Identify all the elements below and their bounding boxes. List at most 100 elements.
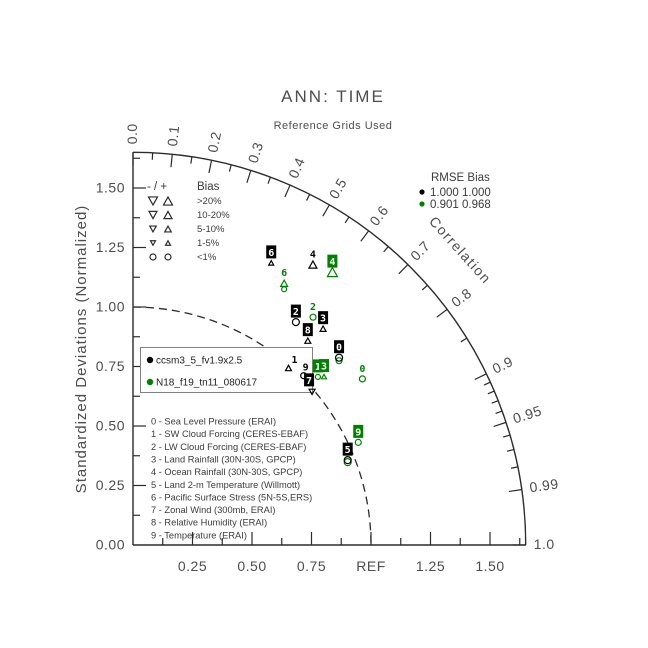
correlation-major-tick <box>170 154 173 168</box>
marker-circle <box>291 317 300 327</box>
correlation-major-tick <box>493 421 507 428</box>
point-model1-4: 4 <box>307 250 318 269</box>
model-legend-label: ccsm3_5_fv1.9x2.5 <box>156 356 243 367</box>
correlation-tick-label: 0.95 <box>511 402 544 426</box>
point-label-box <box>342 442 353 456</box>
correlation-major-tick <box>246 170 252 183</box>
rmse-legend-values: 1.000 1.000 <box>430 187 491 199</box>
rmse-legend-dot <box>419 189 425 195</box>
bias-legend-row-label: >20% <box>197 196 222 207</box>
variable-key-item: 0 - Sea Level Pressure (ERAI) <box>151 417 276 427</box>
correlation-minor-tick <box>421 284 428 291</box>
x-tick-label: 0.25 <box>178 558 207 574</box>
point-model2-3: 3 <box>318 359 329 380</box>
correlation-minor-tick <box>383 246 389 253</box>
point-label: 0 <box>359 364 365 375</box>
correlation-major-tick <box>322 204 330 217</box>
marker-triangle-down <box>149 240 157 247</box>
marker-triangle-up <box>162 210 174 220</box>
correlation-minor-tick <box>460 337 468 343</box>
marker-circle <box>358 375 367 383</box>
correlation-major-tick <box>508 489 522 493</box>
point-model1-1: 1 <box>284 355 298 372</box>
point-label-box <box>334 340 345 354</box>
correlation-major-tick <box>360 230 370 242</box>
correlation-minor-tick <box>228 164 232 172</box>
marker-circle <box>335 357 343 365</box>
correlation-major-tick <box>436 308 448 318</box>
correlation-tick-label: 1.0 <box>534 536 555 552</box>
point-label: 2 <box>293 307 299 318</box>
marker-circle <box>343 456 352 465</box>
correlation-minor-tick <box>503 434 511 438</box>
point-label: 9 <box>303 363 309 374</box>
point-label-box <box>318 311 329 325</box>
marker-circle <box>281 286 288 293</box>
bias-legend-sign-header: - / + <box>147 181 167 193</box>
marker-circle <box>149 253 157 261</box>
y-tick-label: 0.50 <box>96 418 125 434</box>
point-model1-7: 7 <box>304 373 317 396</box>
marker-triangle-down <box>308 388 317 396</box>
y-tick-label: 0.75 <box>96 358 125 374</box>
point-model1-6: 6 <box>266 245 277 266</box>
point-label: 6 <box>268 248 274 259</box>
marker-triangle-up <box>320 373 328 380</box>
marker-triangle-down <box>148 225 158 234</box>
point-label: 3 <box>320 314 326 325</box>
correlation-major-tick <box>208 160 213 174</box>
correlation-arc <box>132 151 527 546</box>
chart-subtitle: Reference Grids Used <box>274 120 393 132</box>
x-tick-label: 0.50 <box>237 558 266 574</box>
marker-triangle-up <box>267 259 275 266</box>
correlation-axis-title: Correlation <box>426 213 495 287</box>
point-model2-4: 4 <box>326 254 339 278</box>
rmse-legend-header: RMSE Bias <box>431 172 490 184</box>
y-axis-title: Standardized Deviations (Normalized) <box>73 205 90 494</box>
point-model1-0: 0 <box>334 340 345 365</box>
rmse-legend-dot <box>419 201 425 207</box>
correlation-minor-tick <box>306 194 311 201</box>
correlation-tick-label: 0.3 <box>245 140 267 165</box>
point-model1-5: 5 <box>342 442 353 467</box>
point-label: 1 <box>315 362 321 373</box>
variable-key-item: 1 - SW Cloud Forcing (CERES-EBAF) <box>151 429 308 439</box>
correlation-tick-label: 0.2 <box>204 130 224 154</box>
variable-key-item: 5 - Land 2-m Temperature (Willmott) <box>151 480 300 490</box>
x-tick-label: REF <box>356 558 386 574</box>
point-label-box <box>318 359 329 373</box>
correlation-tick-label: 0.4 <box>285 155 308 181</box>
bias-legend-row-label: 10-20% <box>197 210 230 221</box>
variable-key-item: 6 - Pacific Surface Stress (5N-5S,ERS) <box>151 492 312 502</box>
point-model2-1: 1 <box>312 359 323 381</box>
model-legend-dot <box>146 356 154 364</box>
correlation-minor-tick <box>510 466 518 469</box>
x-tick-label: 1.50 <box>475 558 504 574</box>
point-label: 9 <box>355 427 361 438</box>
marker-triangle-up <box>284 364 293 372</box>
models-legend-box <box>140 347 313 393</box>
point-model1-2: 2 <box>290 304 301 327</box>
correlation-minor-tick <box>491 400 499 404</box>
correlation-minor-tick <box>344 216 350 224</box>
model-legend-label: N18_f19_tn11_080617 <box>156 378 257 389</box>
correlation-major-tick <box>398 264 409 275</box>
y-tick-label: 1.25 <box>96 239 125 255</box>
variable-key-item: 7 - Zonal Wind (300mb, ERAI) <box>151 505 276 515</box>
point-label-box <box>290 304 301 318</box>
model-legend-dot <box>146 378 154 386</box>
marker-triangle-down <box>147 210 159 220</box>
bias-legend-header: Bias <box>197 181 220 193</box>
variable-key-item: 4 - Ocean Rainfall (30N-30S, GPCP) <box>151 467 302 477</box>
correlation-major-tick <box>474 373 487 381</box>
variable-key-item: 2 - LW Cloud Forcing (CERES-EBAF) <box>151 442 306 452</box>
marker-circle <box>354 438 362 446</box>
point-label: 8 <box>305 326 311 337</box>
marker-circle <box>334 353 344 362</box>
x-tick-label: 1.25 <box>416 558 445 574</box>
x-tick-label: 0.75 <box>297 558 326 574</box>
bias-legend-row-label: <1% <box>197 252 217 263</box>
